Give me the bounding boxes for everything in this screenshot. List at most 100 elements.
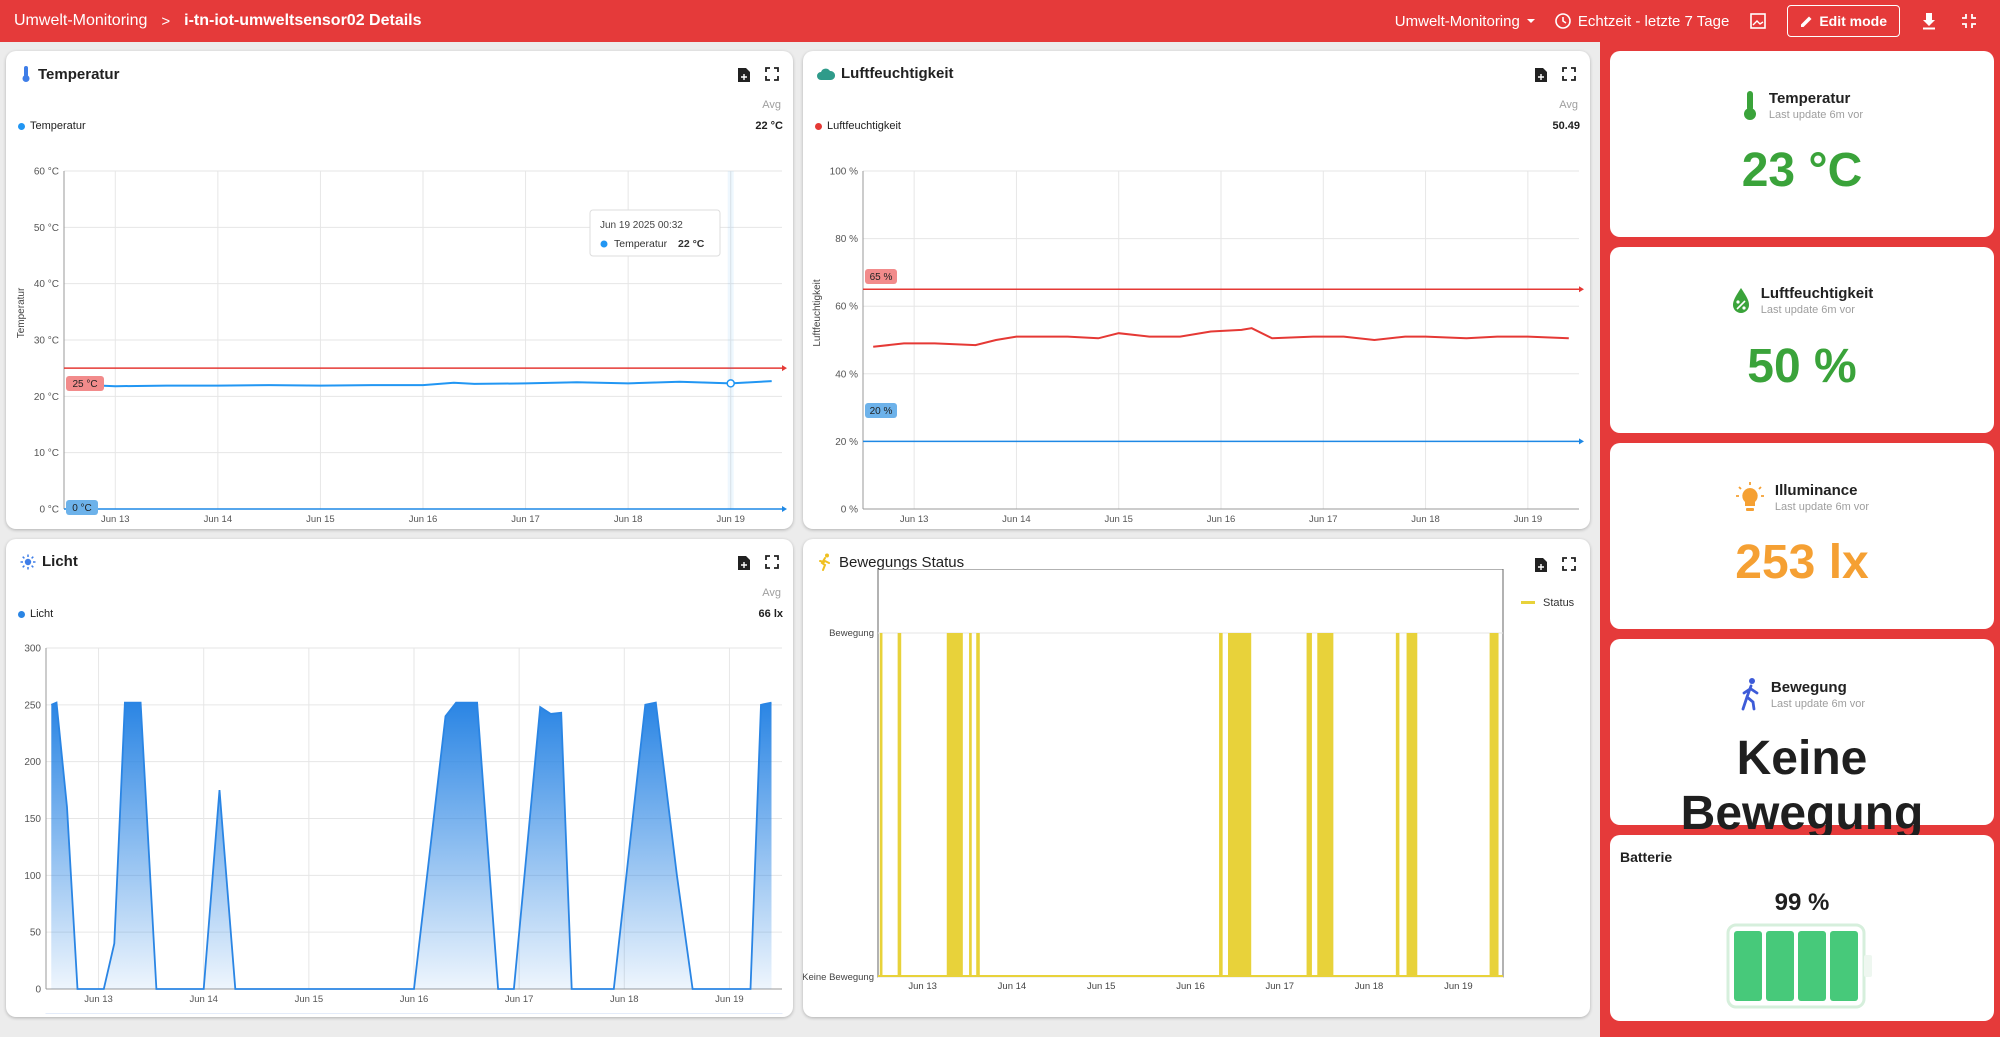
legend-item[interactable]: Licht <box>18 608 53 620</box>
hover-point <box>726 379 735 388</box>
image-frame-icon <box>1750 13 1767 29</box>
status-subtitle: Last update 6m vor <box>1774 500 1870 513</box>
motion-bar <box>946 633 963 977</box>
light-chart[interactable]: 0 50 100 150 200 250 300 Jun 13 Jun 14 Jun 15 Jun … <box>6 624 793 1014</box>
layout-button[interactable] <box>1747 10 1769 32</box>
y-axis-label: Temperatur <box>16 287 27 338</box>
x-tick-label: Jun 19 <box>715 994 744 1005</box>
tooltip-dot <box>600 240 608 248</box>
breadcrumb-root[interactable]: Umwelt-Monitoring <box>14 12 148 29</box>
series-line <box>74 380 772 388</box>
x-tick-label: Jun 16 <box>1176 981 1205 992</box>
battery-cell <box>1830 931 1858 1001</box>
x-tick-label: Jun 19 <box>1514 514 1543 525</box>
legend-item[interactable]: Temperatur <box>18 120 86 132</box>
legend: Luftfeuchtigkeit 50.49 <box>815 120 1580 132</box>
humidity-chart[interactable]: Luftfeuchtigkeit 0 % 20 % 40 % 60 % 80 % 100 … <box>803 136 1590 526</box>
y-tick-label: 60 % <box>835 302 858 313</box>
y-tick-label: 100 % <box>830 167 858 178</box>
y-tick-label: 200 <box>24 757 41 768</box>
x-tick-label: Jun 17 <box>1266 981 1295 992</box>
status-subtitle: Last update 6m vor <box>1760 304 1855 316</box>
tooltip-series: Temperatur <box>614 238 668 250</box>
motion-bar <box>1306 633 1312 977</box>
humidity-chart-card: Luftfeuchtigkeit Avg Luftfeuchtigkeit 50… <box>803 51 1590 529</box>
export-file-icon[interactable] <box>737 67 751 83</box>
y-tick-label: 40 °C <box>34 279 59 290</box>
y-axis-label-group: Luftfeuchtigkeit <box>812 279 823 346</box>
status-value: 23 °C <box>1741 144 1863 197</box>
humidity-status-card: Luftfeuchtigkeit Last update 6m vor 50 % <box>1610 247 1994 433</box>
legend-label: Licht <box>30 608 54 620</box>
legend-dot <box>18 610 25 618</box>
y-tick-label: 30 °C <box>34 336 59 347</box>
motion-bar <box>1489 633 1499 977</box>
download-button[interactable] <box>1918 10 1940 32</box>
export-file-icon[interactable] <box>737 555 751 571</box>
y-axis-label-group: Temperatur <box>16 287 27 338</box>
fullscreen-icon[interactable] <box>765 67 779 81</box>
x-tick-label: Jun 13 <box>84 994 113 1005</box>
tooltip: Jun 19 2025 00:32 Temperatur 22 °C <box>589 209 721 257</box>
motion-bar <box>897 633 902 977</box>
motion-bar <box>976 633 980 977</box>
exit-fullscreen-icon <box>1962 14 1976 28</box>
temperature-chart[interactable]: Temperatur 0 °C 10 °C 20 °C 30 °C 40 °C 50 °C… <box>6 136 793 526</box>
motion-bar <box>1219 633 1223 977</box>
card-title: Licht <box>42 553 78 570</box>
y-tick-label: Keine Bewegung <box>803 972 874 983</box>
x-tick-label: Jun 14 <box>189 994 218 1005</box>
legend: Licht 66 lx <box>18 608 783 620</box>
x-tick-label: Jun 14 <box>1002 514 1031 525</box>
thermometer-icon <box>1743 91 1756 120</box>
top-bar: Umwelt-Monitoring > i-tn-iot-umweltsenso… <box>0 0 2000 42</box>
threshold-low-label: 20 % <box>870 406 893 417</box>
x-tick-label: Jun 14 <box>998 981 1027 992</box>
fullscreen-icon[interactable] <box>1562 67 1576 81</box>
y-tick-label: 20 °C <box>34 392 59 403</box>
temperature-status-card: Temperatur Last update 6m vor 23 °C <box>1610 51 1994 237</box>
running-person-icon <box>819 553 830 571</box>
export-file-icon[interactable] <box>1534 557 1548 573</box>
sun-icon <box>20 554 36 569</box>
x-tick-label: Jun 15 <box>295 994 324 1005</box>
light-bulb-icon <box>1735 482 1764 511</box>
status-value: Keine Bewegung <box>1680 732 1924 840</box>
threshold-high-badge <box>66 376 104 391</box>
pencil-icon <box>1801 16 1812 27</box>
fullscreen-icon[interactable] <box>765 555 779 569</box>
export-file-icon[interactable] <box>1534 67 1548 83</box>
time-window-button[interactable]: Echtzeit - letzte 7 Tage <box>1554 12 1729 30</box>
x-tick-label: Jun 19 <box>716 514 745 525</box>
exit-fullscreen-button[interactable] <box>1958 10 1980 32</box>
motion-bar <box>969 633 972 977</box>
battery-status-card: Batterie 99 % <box>1610 835 1994 1021</box>
y-tick-label: Bewegung <box>829 628 874 639</box>
illuminance-status-card: Illuminance Last update 6m vor 253 lx <box>1610 443 1994 629</box>
threshold-low-badge <box>865 403 897 418</box>
x-tick-label: Jun 16 <box>400 994 429 1005</box>
legend-value: 50.49 <box>1552 120 1580 132</box>
fullscreen-icon[interactable] <box>1562 557 1576 571</box>
breadcrumb-separator: > <box>161 12 171 30</box>
motion-chart[interactable]: Status Keine Bewegung Bewegung Jun 13 Jun 1… <box>803 569 1590 1009</box>
status-title: Bewegung <box>1770 678 1847 696</box>
card-title: Luftfeuchtigkeit <box>841 65 954 82</box>
dashboard-selector[interactable]: Umwelt-Monitoring <box>1395 13 1536 30</box>
threshold-arrow <box>782 365 787 372</box>
series-area <box>51 702 772 989</box>
x-tick-label: Jun 15 <box>1104 514 1133 525</box>
legend-label: Temperatur <box>30 120 86 132</box>
card-title: Bewegungs Status <box>839 553 965 571</box>
light-chart-card: Licht Avg Licht 66 lx 0 50 100 150 200 250 300… <box>6 539 793 1017</box>
status-value: 99 % <box>1774 889 1830 916</box>
motion-bar <box>1317 633 1334 977</box>
x-tick-label: Jun 17 <box>511 514 540 525</box>
y-tick-label: 0 °C <box>39 505 59 516</box>
threshold-high-label: 25 °C <box>72 379 97 390</box>
legend-item[interactable]: Luftfeuchtigkeit <box>815 120 901 132</box>
status-title: Batterie <box>1620 849 1673 865</box>
edit-mode-button[interactable]: Edit mode <box>1787 5 1900 37</box>
avg-label: Avg <box>762 99 781 111</box>
status-title: Illuminance <box>1774 481 1858 499</box>
